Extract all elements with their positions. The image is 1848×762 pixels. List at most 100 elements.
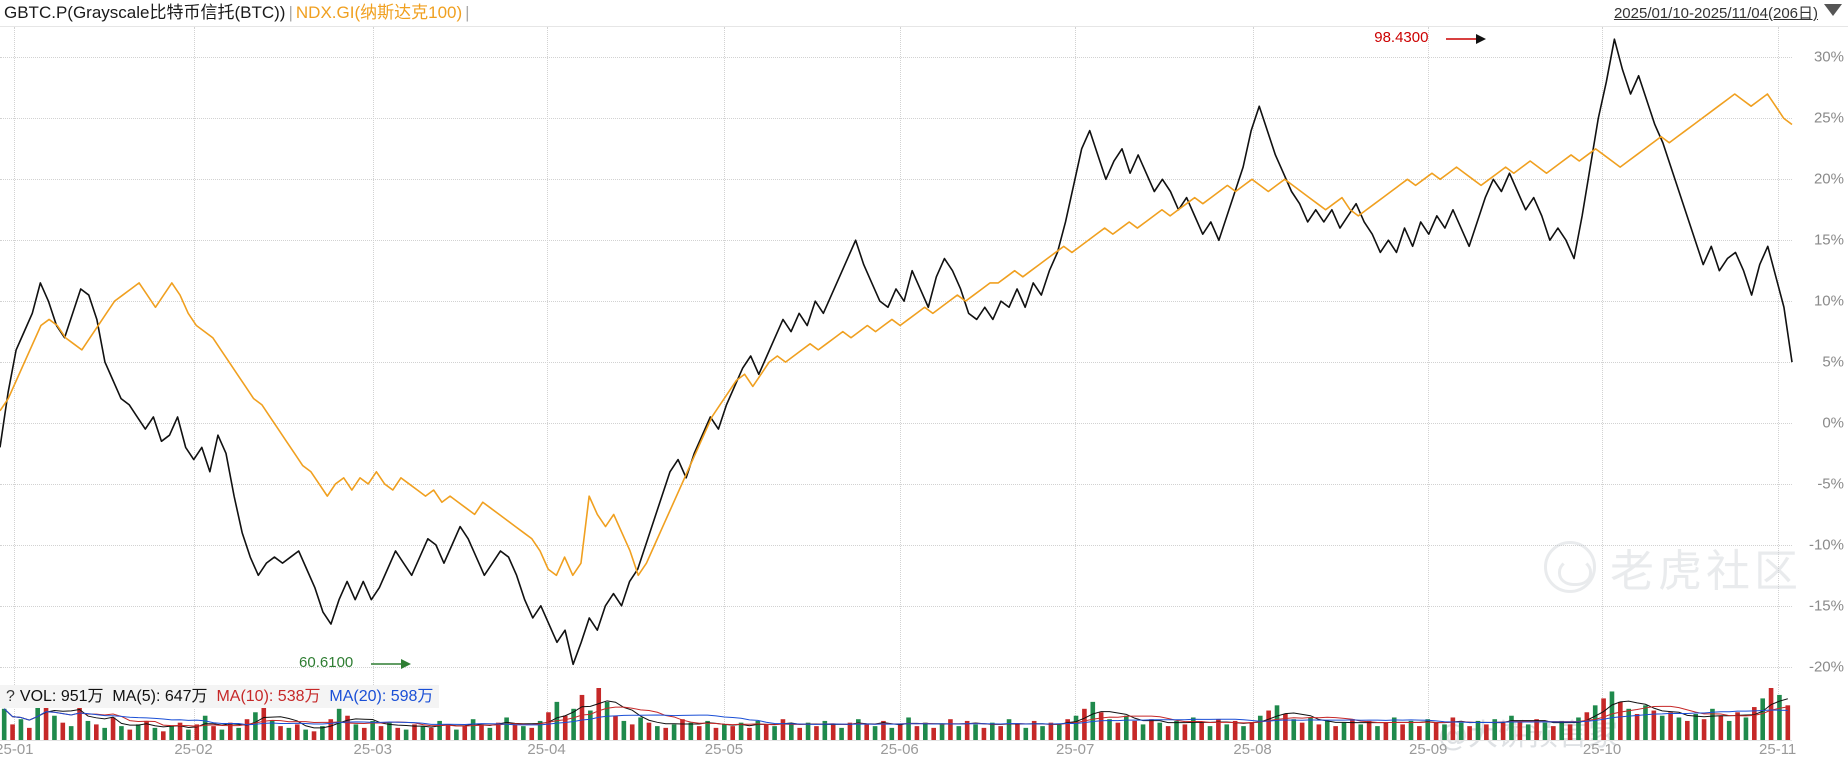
volume-plot-area[interactable] bbox=[0, 685, 1792, 740]
volume-bar bbox=[1785, 705, 1791, 740]
volume-bar bbox=[294, 724, 300, 740]
volume-bar bbox=[1609, 691, 1615, 740]
x-axis-tick-label: 25-04 bbox=[527, 741, 566, 758]
date-range-selector[interactable]: 2025/01/10-2025/11/04(206日) bbox=[1613, 5, 1818, 22]
chevron-down-icon[interactable] bbox=[1824, 4, 1842, 16]
symbol-title: GBTC.P(Grayscale比特币信托(BTC)) | NDX.GI(纳斯达克1… bbox=[4, 2, 473, 24]
series-line bbox=[0, 38, 1793, 666]
x-axis-tick-label: 25-09 bbox=[1409, 741, 1448, 758]
volume-bar bbox=[403, 729, 409, 740]
volume-bar bbox=[604, 701, 610, 740]
volume-bar bbox=[504, 717, 509, 740]
volume-bar bbox=[1006, 719, 1012, 740]
title-separator-2: | bbox=[465, 3, 470, 22]
volume-bar bbox=[1182, 724, 1188, 740]
volume-bar bbox=[1316, 724, 1322, 740]
volume-bar bbox=[864, 724, 869, 740]
volume-bar bbox=[1274, 705, 1280, 740]
period-high-arrow-icon bbox=[1446, 34, 1487, 45]
volume-bar bbox=[1391, 717, 1397, 740]
volume-bar bbox=[110, 717, 116, 740]
x-axis-tick-label: 25-01 bbox=[0, 741, 34, 758]
volume-bar bbox=[127, 729, 133, 740]
volume-bar bbox=[638, 717, 643, 740]
volume-bar bbox=[1, 708, 7, 740]
volume-bar bbox=[1542, 722, 1548, 740]
volume-bar bbox=[973, 724, 978, 740]
ma5-value-label: MA(5): 647万 bbox=[112, 688, 208, 705]
volume-bar bbox=[1023, 727, 1029, 740]
secondary-symbol-label[interactable]: NDX.GI(纳斯达克100) bbox=[295, 3, 463, 22]
volume-bar bbox=[872, 726, 878, 740]
volume-bar bbox=[261, 705, 267, 740]
x-axis-tick-label: 25-07 bbox=[1056, 741, 1095, 758]
volume-bar bbox=[705, 720, 710, 740]
volume-bar bbox=[428, 727, 434, 740]
volume-bar bbox=[789, 724, 794, 740]
volume-bar bbox=[562, 715, 568, 740]
gridline-horizontal bbox=[0, 301, 1792, 303]
volume-bar bbox=[412, 724, 417, 740]
volume-bar bbox=[1743, 717, 1749, 740]
volume-bar bbox=[839, 727, 844, 740]
volume-bar bbox=[730, 726, 736, 740]
volume-bar bbox=[1517, 720, 1523, 740]
y-axis-tick-label: -10% bbox=[1808, 536, 1844, 554]
volume-bar bbox=[1659, 715, 1665, 740]
volume-bar bbox=[1266, 710, 1271, 740]
volume-bar bbox=[964, 720, 970, 740]
volume-bar bbox=[345, 715, 350, 740]
gridline-vertical bbox=[1428, 685, 1430, 740]
price-series-lines bbox=[0, 38, 1793, 666]
volume-bar bbox=[387, 722, 392, 740]
volume-bar bbox=[696, 726, 702, 740]
volume-bar bbox=[772, 726, 777, 740]
volume-bar bbox=[780, 719, 786, 740]
volume-bar bbox=[1676, 717, 1682, 740]
volume-bar bbox=[1484, 724, 1489, 740]
volume-bar bbox=[1199, 722, 1204, 740]
volume-bar bbox=[629, 724, 635, 740]
question-mark-icon[interactable]: ? bbox=[6, 688, 15, 705]
gridline-horizontal bbox=[0, 179, 1792, 181]
volume-bar bbox=[1777, 694, 1782, 740]
volume-bar bbox=[1693, 714, 1699, 740]
volume-bar bbox=[881, 720, 886, 740]
volume-bar bbox=[655, 726, 660, 740]
y-axis-tick-label: 0% bbox=[1822, 414, 1844, 432]
volume-bar bbox=[211, 726, 216, 740]
volume-panel: ? VOL: 951万 MA(5): 647万 MA(10): 538万 MA(2… bbox=[0, 685, 1848, 740]
volume-bar bbox=[1768, 688, 1774, 740]
primary-symbol-label[interactable]: GBTC.P(Grayscale比特币信托(BTC)) bbox=[4, 3, 286, 22]
volume-bar bbox=[1400, 724, 1405, 740]
x-axis-tick-label: 25-11 bbox=[1759, 741, 1797, 758]
volume-bar bbox=[1668, 712, 1673, 740]
volume-bar bbox=[1056, 724, 1062, 740]
volume-bar bbox=[763, 724, 769, 740]
volume-bar bbox=[85, 720, 91, 740]
volume-bar bbox=[1726, 720, 1732, 740]
price-plot-area[interactable] bbox=[0, 27, 1793, 685]
gridline-vertical bbox=[372, 685, 374, 740]
volume-bar bbox=[814, 726, 819, 740]
volume-ma-line bbox=[3, 708, 1788, 726]
volume-bar bbox=[94, 724, 99, 740]
volume-bar bbox=[1031, 720, 1037, 740]
y-axis-tick-label: 25% bbox=[1813, 109, 1844, 127]
volume-bar bbox=[278, 726, 283, 740]
gridline-horizontal bbox=[0, 423, 1792, 425]
volume-bar bbox=[671, 724, 677, 740]
volume-bar bbox=[897, 724, 903, 740]
gridline-horizontal bbox=[0, 605, 1792, 607]
volume-bar bbox=[470, 719, 476, 740]
gridline-vertical bbox=[723, 685, 725, 740]
volume-bar bbox=[1760, 698, 1765, 740]
volume-bar bbox=[1190, 717, 1196, 740]
volume-bar bbox=[579, 694, 585, 740]
volume-bar bbox=[1324, 720, 1330, 740]
volume-bar bbox=[1626, 708, 1632, 740]
volume-bar bbox=[1174, 720, 1179, 740]
volume-bar bbox=[1358, 724, 1364, 740]
volume-bar bbox=[1207, 726, 1213, 740]
